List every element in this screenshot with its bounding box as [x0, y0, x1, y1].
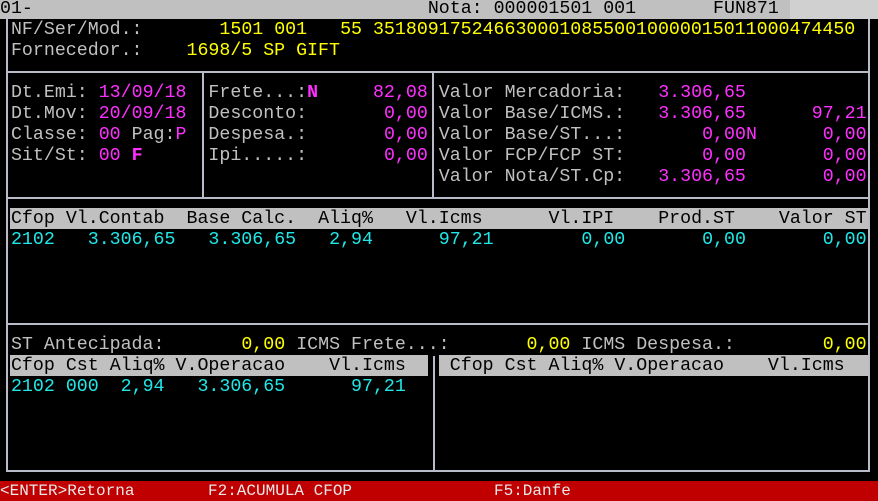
screen-id: 01-	[0, 0, 33, 19]
col-base-calc: Base Calc.	[186, 208, 297, 229]
base-st-flag: N	[745, 124, 757, 145]
frete-value: 82,08	[372, 82, 428, 103]
modelo-value: 55	[340, 19, 362, 40]
left-col-cst: Cst	[65, 355, 99, 376]
icms-value: 97,21	[811, 103, 867, 124]
col-vl-contab: Vl.Contab	[65, 208, 165, 229]
dt-emi-label: Dt.Emi:	[10, 82, 88, 103]
left-col-cfop: Cfop	[10, 355, 55, 376]
f5-danfe-key[interactable]: F5:Danfe	[494, 482, 571, 500]
fcp-value: 0,00	[702, 145, 746, 166]
cell-cfop: 2102	[10, 229, 55, 250]
col-vl-icms: Vl.Icms	[405, 208, 483, 229]
base-icms-label: Valor Base/ICMS.:	[438, 103, 626, 124]
pag-label: Pag:	[131, 124, 176, 145]
classe-label: Classe:	[10, 124, 88, 145]
title-bar	[0, 0, 878, 19]
nf-value: 1501 001	[219, 19, 308, 40]
cell-vl-ipi: 0,00	[581, 229, 626, 250]
col-prod-st: Prod.ST	[658, 208, 735, 229]
divider-costs-totals	[432, 72, 434, 198]
base-st-label: Valor Base/ST...:	[438, 124, 626, 145]
nf-label: NF/Ser/Mod.:	[10, 19, 143, 40]
fcp-label: Valor FCP/FCP ST:	[438, 145, 626, 166]
icms-frete-label: ICMS Frete...:	[296, 334, 450, 355]
nota-label: Valor Nota/ST.Cp:	[438, 166, 626, 187]
cell-base-calc: 3.306,65	[208, 229, 297, 250]
frame-right-border	[868, 19, 870, 472]
cfop-table-header	[10, 208, 868, 229]
st-value: F	[131, 145, 143, 166]
nota-value: 3.306,65	[658, 166, 746, 187]
dt-emi-value: 13/09/18	[98, 82, 187, 103]
left-col-aliq: Aliq%	[109, 355, 165, 376]
left-col-vl-icms: Vl.Icms	[329, 355, 406, 376]
icms-frete-value: 0,00	[526, 334, 571, 355]
fornecedor-value: 1698/5 SP GIFT	[186, 40, 340, 61]
st-antecipada-value: 0,00	[241, 334, 286, 355]
right-table-header	[439, 355, 868, 376]
title-bar-right	[790, 0, 878, 19]
col-vl-ipi: Vl.IPI	[548, 208, 615, 229]
frete-label: Frete...:	[208, 82, 308, 103]
col-cfop: Cfop	[10, 208, 55, 229]
sit-label: Sit/St:	[10, 145, 88, 166]
mercadoria-label: Valor Mercadoria:	[438, 82, 626, 103]
icms-despesa-value: 0,00	[822, 334, 867, 355]
col-aliq: Aliq%	[318, 208, 373, 229]
cell-aliq: 2,94	[329, 229, 373, 250]
dt-mov-label: Dt.Mov:	[10, 103, 88, 124]
divider-table	[6, 323, 870, 325]
chave-acesso: 3518091752466300010855001000001501100047…	[372, 19, 856, 40]
ipi-value: 0,00	[383, 145, 428, 166]
base-st-value: 0,00	[702, 124, 746, 145]
nota-number: Nota: 000001501 001	[427, 0, 637, 19]
right-col-cst: Cst	[504, 355, 538, 376]
divider-header	[6, 71, 870, 73]
enter-retorna-key[interactable]: <ENTER>Retorna	[0, 482, 135, 500]
frete-flag: N	[307, 82, 319, 103]
f2-acumula-cfop-key[interactable]: F2:ACUMULA CFOP	[208, 482, 353, 500]
frame-left-border	[6, 19, 8, 472]
cell-vl-contab: 3.306,65	[87, 229, 176, 250]
right-col-aliq: Aliq%	[548, 355, 604, 376]
col-valor-st: Valor ST	[778, 208, 867, 229]
despesa-label: Despesa.:	[208, 124, 308, 145]
left-cell-aliq: 2,94	[120, 376, 165, 397]
cell-vl-icms: 97,21	[438, 229, 494, 250]
left-col-v-operacao: V.Operacao	[175, 355, 286, 376]
right-col-v-operacao: V.Operacao	[614, 355, 724, 376]
left-cell-vl-icms: 97,21	[351, 376, 406, 397]
cell-valor-st: 0,00	[822, 229, 867, 250]
left-cell-v-operacao: 3.306,65	[197, 376, 286, 397]
divider-bottom-tables	[433, 356, 435, 472]
cell-prod-st: 0,00	[702, 229, 746, 250]
st-antecipada-label: ST Antecipada:	[10, 334, 165, 355]
fornecedor-label: Fornecedor.:	[10, 40, 143, 61]
mercadoria-value: 3.306,65	[658, 82, 746, 103]
divider-totals	[6, 197, 870, 199]
left-cell-cfop: 2102	[10, 376, 55, 397]
function-key-bar	[0, 481, 878, 501]
left-table-header	[10, 355, 428, 376]
right-col-vl-icms: Vl.Icms	[767, 355, 845, 376]
divider-dates-costs	[202, 72, 204, 198]
dt-mov-value: 20/09/18	[98, 103, 187, 124]
despesa-value: 0,00	[383, 124, 428, 145]
desconto-value: 0,00	[383, 103, 428, 124]
frame-bottom-border	[6, 470, 870, 472]
program-code: FUN871	[713, 0, 779, 19]
pag-value: P	[175, 124, 187, 145]
icms-despesa-label: ICMS Despesa.:	[581, 334, 735, 355]
fcp-st-value: 0,00	[822, 145, 867, 166]
st-total-value: 0,00	[822, 124, 867, 145]
desconto-label: Desconto:	[208, 103, 308, 124]
ipi-label: Ipi.....:	[208, 145, 308, 166]
right-col-cfop: Cfop	[449, 355, 494, 376]
sit-value: 00	[98, 145, 121, 166]
base-icms-value: 3.306,65	[658, 103, 746, 124]
st-cp-value: 0,00	[822, 166, 867, 187]
left-cell-cst: 000	[65, 376, 99, 397]
classe-value: 00	[98, 124, 121, 145]
